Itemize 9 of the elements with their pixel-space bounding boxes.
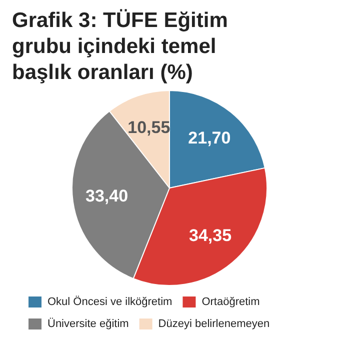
data-label: 21,70 xyxy=(188,128,231,148)
data-label: 10,55 xyxy=(128,118,170,137)
chart-title: Grafik 3: TÜFE Eğitim grubu içindeki temel başlık oranları (%) xyxy=(12,8,229,86)
legend-label: Ortaöğretim xyxy=(202,296,260,308)
data-label: 33,40 xyxy=(85,186,128,206)
data-label: 34,35 xyxy=(189,226,232,246)
legend-label: Düzeyi belirlenemeyen xyxy=(158,318,270,330)
legend-label: Okul Öncesi ve ilköğretim xyxy=(48,295,172,308)
legend-label: Üniversite eğitim xyxy=(48,317,129,330)
